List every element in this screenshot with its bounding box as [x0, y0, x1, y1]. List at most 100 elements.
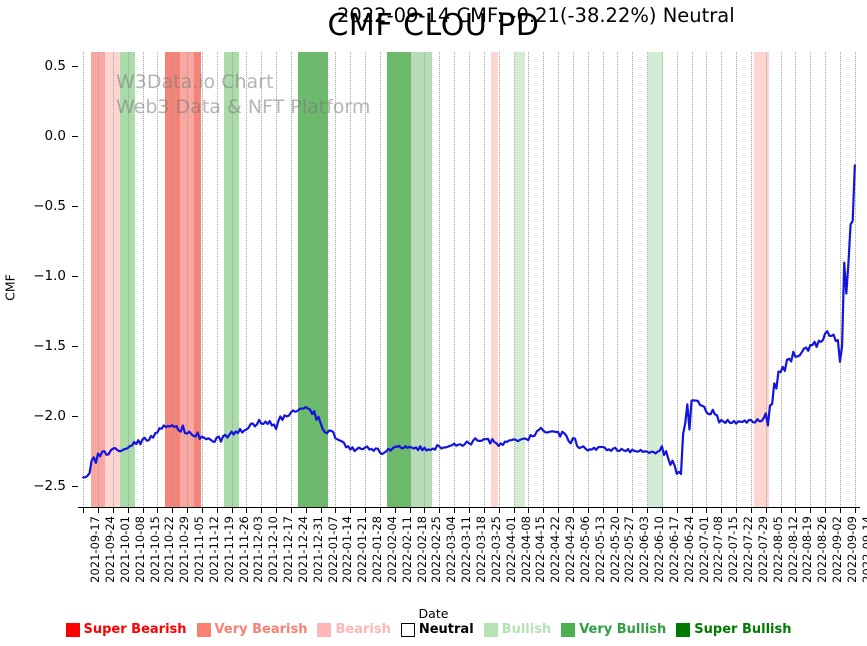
gridline-vertical	[706, 52, 708, 507]
gridline-vertical	[483, 52, 486, 507]
gridline-vertical	[647, 52, 649, 507]
legend-swatch-icon	[483, 622, 498, 637]
legend-label: Very Bullish	[579, 622, 667, 637]
x-tick-label: 2022-09-14	[859, 516, 867, 583]
x-tick-mark	[216, 508, 218, 513]
legend-item[interactable]: Bullish	[483, 622, 552, 637]
legend-item[interactable]: Bearish	[317, 622, 391, 637]
legend-item[interactable]: Super Bullish	[676, 622, 792, 637]
legend-label: Super Bullish	[694, 622, 792, 637]
y-tick-label: −0.5	[33, 198, 66, 214]
gridline-vertical	[736, 52, 738, 507]
x-tick-label: 2022-01-21	[355, 516, 370, 583]
gridline-vertical	[572, 52, 575, 507]
sentiment-band	[491, 52, 498, 507]
x-tick-label: 2022-03-18	[474, 516, 488, 583]
sentiment-band	[194, 52, 201, 507]
x-tick-label: 2021-12-10	[266, 516, 281, 583]
x-tick-label: 2022-01-28	[370, 516, 385, 583]
x-tick-mark	[543, 508, 545, 513]
x-tick-mark	[647, 508, 649, 513]
x-tick-label: 2022-04-01	[503, 516, 518, 583]
legend-swatch-icon	[400, 622, 415, 637]
gridline-vertical	[765, 52, 768, 507]
x-tick-label: 2022-02-25	[429, 516, 444, 583]
gridline-vertical	[127, 52, 130, 507]
x-tick-mark	[439, 508, 441, 513]
x-tick-label: 2021-12-03	[251, 516, 266, 583]
y-tick-mark	[72, 486, 78, 487]
x-tick-label: 2022-05-13	[592, 516, 607, 583]
x-tick-mark	[676, 508, 678, 513]
x-tick-mark	[661, 508, 663, 513]
x-tick-mark	[513, 508, 515, 513]
x-tick-mark	[98, 508, 100, 513]
sentiment-band	[179, 52, 195, 507]
legend-label: Neutral	[418, 622, 474, 637]
gridline-vertical	[172, 52, 174, 507]
latest-value-annotation: 2022-09-14 CMF: -0.21(-38.22%) Neutral	[337, 4, 735, 27]
x-tick-label: 2021-09-24	[103, 516, 118, 583]
sentiment-band	[410, 52, 432, 507]
legend-swatch-icon	[676, 622, 691, 637]
x-tick-label: 2022-07-22	[741, 516, 756, 583]
x-tick-label: 2022-01-14	[340, 516, 355, 583]
x-tick-label: 2022-05-27	[622, 516, 637, 583]
x-tick-label: 2021-10-08	[132, 516, 147, 583]
x-tick-label: 2021-11-12	[206, 516, 221, 583]
legend: Super Bearish Very Bearish Bearish Neutral B…	[0, 622, 867, 637]
sentiment-band	[514, 52, 526, 507]
gridline-vertical	[290, 52, 293, 507]
legend-swatch-icon	[317, 622, 332, 637]
gridline-vertical	[350, 52, 352, 507]
legend-label: Bullish	[501, 622, 552, 637]
gridline-vertical	[409, 52, 412, 507]
x-tick-label: 2021-12-17	[281, 516, 296, 583]
legend-item[interactable]: Very Bearish	[196, 622, 307, 637]
legend-item[interactable]: Super Bearish	[65, 622, 187, 637]
x-tick-label: 2022-07-08	[711, 516, 726, 583]
axis-spine-bottom	[78, 507, 860, 508]
gridline-vertical	[498, 52, 501, 507]
gridline-vertical	[587, 52, 590, 507]
gridline-vertical	[632, 52, 634, 507]
legend-item[interactable]: Very Bullish	[561, 622, 666, 637]
gridline-vertical	[558, 52, 560, 507]
x-tick-mark	[379, 508, 381, 513]
legend-item[interactable]: Neutral	[400, 622, 474, 637]
y-tick-label: −1.5	[33, 338, 66, 354]
x-tick-mark	[201, 508, 203, 513]
plot-area: W3Data.io Chart Web3 Data & NFT Platform	[78, 52, 860, 507]
x-tick-mark	[469, 508, 470, 513]
x-tick-label: 2022-02-04	[384, 516, 399, 583]
x-tick-mark	[320, 508, 322, 513]
x-tick-mark	[142, 508, 144, 513]
x-tick-mark	[765, 508, 767, 513]
gridline-vertical	[320, 52, 323, 507]
x-tick-mark	[365, 508, 367, 513]
sentiment-band	[105, 52, 121, 507]
x-tick-mark	[394, 508, 396, 513]
gridline-vertical	[825, 52, 827, 507]
y-tick-mark	[72, 66, 78, 67]
gridline-vertical	[157, 52, 159, 507]
y-tick-label: 0.0	[44, 128, 66, 144]
gridline-vertical	[454, 52, 456, 507]
gridline-vertical	[112, 52, 115, 507]
x-tick-mark	[587, 508, 589, 513]
x-tick-mark	[706, 508, 708, 513]
x-tick-mark	[187, 508, 189, 513]
gridline-vertical	[513, 52, 516, 507]
y-tick-label: −2.5	[33, 478, 66, 494]
x-tick-label: 2022-04-22	[548, 516, 563, 583]
x-tick-mark	[498, 508, 500, 513]
x-tick-label: 2022-07-15	[726, 516, 741, 583]
x-tick-label: 2022-07-29	[755, 516, 770, 583]
gridline-vertical	[246, 52, 248, 507]
x-tick-mark	[276, 508, 278, 513]
y-tick-mark	[72, 206, 78, 207]
x-tick-mark	[750, 508, 752, 513]
x-tick-label: 2021-10-29	[177, 516, 192, 583]
gridline-vertical	[691, 52, 694, 507]
